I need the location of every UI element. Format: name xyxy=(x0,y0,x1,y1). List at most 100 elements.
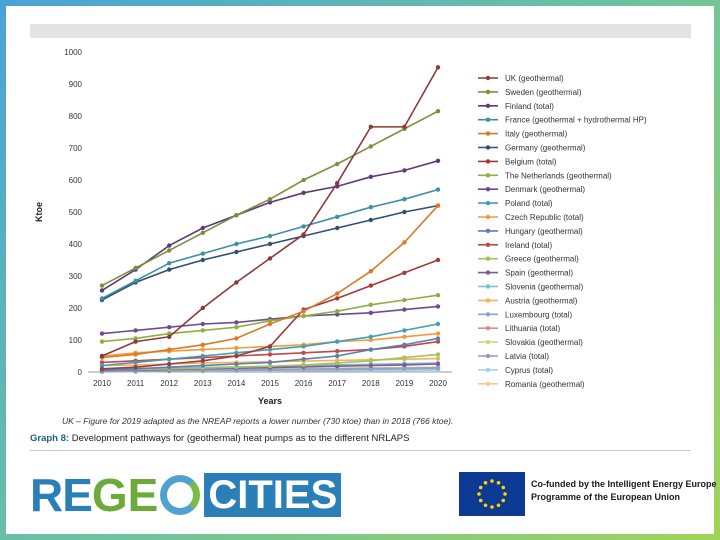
data-point xyxy=(335,162,339,166)
graph-label: Graph 8: xyxy=(30,433,69,444)
legend-swatch-marker xyxy=(486,326,490,330)
data-point xyxy=(201,231,205,235)
data-point xyxy=(369,335,373,339)
data-point xyxy=(268,197,272,201)
x-tick-label: 2010 xyxy=(93,379,111,388)
data-point xyxy=(402,307,406,311)
data-point xyxy=(335,215,339,219)
eu-star xyxy=(484,481,488,485)
x-tick-label: 2015 xyxy=(261,379,279,388)
eu-funding-text: Co-funded by the Intelligent Energy Euro… xyxy=(531,478,717,504)
data-point xyxy=(369,283,373,287)
legend-swatch-marker xyxy=(486,354,490,358)
eu-star xyxy=(497,481,501,485)
data-point xyxy=(268,322,272,326)
data-point xyxy=(301,191,305,195)
legend-swatch-marker xyxy=(486,229,490,233)
legend-entry: Spain (geothermal) xyxy=(478,269,573,278)
data-point xyxy=(301,309,305,313)
data-point xyxy=(133,328,137,332)
data-point xyxy=(234,242,238,246)
x-tick-label: 2017 xyxy=(328,379,346,388)
data-point xyxy=(369,359,373,363)
data-point xyxy=(234,362,238,366)
series-uk-geothermal- xyxy=(100,65,440,358)
data-point xyxy=(436,293,440,297)
legend-swatch-marker xyxy=(486,90,490,94)
data-point xyxy=(234,280,238,284)
logo-part-3: CITIES xyxy=(204,473,341,517)
legend-swatch-marker xyxy=(486,159,490,163)
legend-label: Germany (geothermal) xyxy=(505,144,586,153)
legend-label: The Netherlands (geothermal) xyxy=(505,171,612,180)
data-point xyxy=(201,251,205,255)
y-tick-label: 400 xyxy=(69,240,83,249)
x-tick-label: 2016 xyxy=(295,379,313,388)
logo-ring-icon xyxy=(160,475,200,515)
data-point xyxy=(436,352,440,356)
legend-label: Greece (geothermal) xyxy=(505,255,579,264)
data-point xyxy=(335,291,339,295)
data-point xyxy=(301,178,305,182)
data-point xyxy=(369,363,373,367)
legend-swatch-marker xyxy=(486,312,490,316)
data-point xyxy=(268,364,272,368)
data-point xyxy=(201,306,205,310)
legend-label: Italy (geothermal) xyxy=(505,130,568,139)
data-point xyxy=(369,205,373,209)
legend-entry: Austria (geothermal) xyxy=(478,296,578,305)
data-point xyxy=(167,362,171,366)
data-point xyxy=(234,213,238,217)
data-point xyxy=(234,325,238,329)
data-point xyxy=(234,320,238,324)
logo-part-2: GE xyxy=(92,471,158,519)
data-point xyxy=(201,226,205,230)
data-point xyxy=(335,309,339,313)
data-point xyxy=(335,349,339,353)
x-tick-label: 2012 xyxy=(160,379,178,388)
data-point xyxy=(234,354,238,358)
legend-swatch-marker xyxy=(486,298,490,302)
y-tick-label: 200 xyxy=(69,304,83,313)
y-tick-label: 700 xyxy=(69,144,83,153)
y-tick-label: 900 xyxy=(69,80,83,89)
legend-entry: The Netherlands (geothermal) xyxy=(478,171,612,180)
data-point xyxy=(301,224,305,228)
eu-star xyxy=(503,492,507,496)
x-tick-label: 2018 xyxy=(362,379,380,388)
data-point xyxy=(167,347,171,351)
eu-star xyxy=(501,486,505,490)
series-sweden-geothermal- xyxy=(100,109,440,288)
eu-star xyxy=(490,505,494,509)
data-point xyxy=(436,331,440,335)
legend-swatch-marker xyxy=(486,104,490,108)
data-point xyxy=(402,355,406,359)
data-point xyxy=(335,354,339,358)
data-point xyxy=(436,356,440,360)
legend-entry: Hungary (geothermal) xyxy=(478,227,583,236)
data-point xyxy=(201,328,205,332)
legend-entry: Denmark (geothermal) xyxy=(478,185,585,194)
series-germany-geothermal- xyxy=(100,203,440,302)
graph-text: Development pathways for (geothermal) he… xyxy=(72,433,410,444)
data-point xyxy=(369,303,373,307)
legend-label: Slovenia (geothermal) xyxy=(505,283,584,292)
legend-entry: Czech Republic (total) xyxy=(478,213,584,222)
legend-label: Slovakia (geothermal) xyxy=(505,338,583,347)
x-tick-label: 2011 xyxy=(127,379,145,388)
data-point xyxy=(167,335,171,339)
data-point xyxy=(167,267,171,271)
legend-swatch-marker xyxy=(486,368,490,372)
y-tick-label: 0 xyxy=(78,368,83,377)
data-point xyxy=(369,144,373,148)
legend-label: Czech Republic (total) xyxy=(505,213,584,222)
eu-star xyxy=(477,492,481,496)
data-point xyxy=(268,360,272,364)
data-point xyxy=(301,351,305,355)
legend-entry: Belgium (total) xyxy=(478,157,557,166)
legend-label: UK (geothermal) xyxy=(505,74,564,83)
data-point xyxy=(335,226,339,230)
chart-caption: UK – Figure for 2019 adapted as the NREA… xyxy=(62,416,453,426)
data-point xyxy=(436,109,440,113)
data-point xyxy=(268,352,272,356)
